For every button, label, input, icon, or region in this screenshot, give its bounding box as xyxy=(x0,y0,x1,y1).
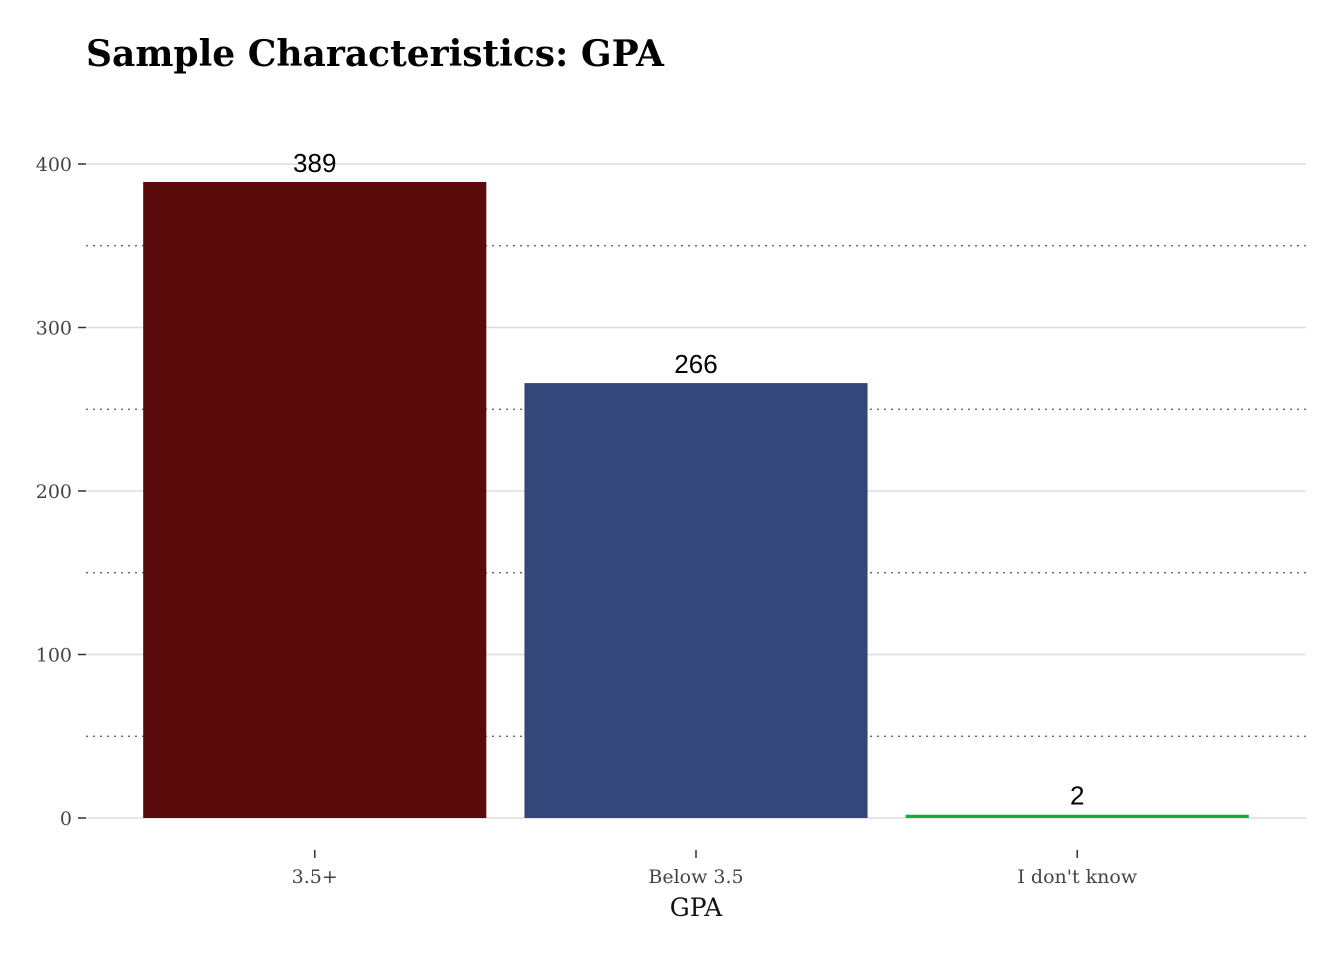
data-labels: 389 266 2 xyxy=(293,148,1084,811)
data-label: 2 xyxy=(1070,781,1084,811)
y-tick-label: 400 xyxy=(36,154,72,176)
x-tick-label: 3.5+ xyxy=(292,866,338,888)
x-tick-label: Below 3.5 xyxy=(648,866,743,888)
bar xyxy=(143,181,487,819)
x-axis-title: GPA xyxy=(670,893,723,922)
chart-title: Sample Characteristics: GPA xyxy=(86,33,665,75)
y-axis: 0 100 200 300 400 xyxy=(36,154,86,830)
x-tick-label: I don't know xyxy=(1017,866,1137,888)
data-label: 266 xyxy=(674,349,717,379)
data-label: 389 xyxy=(293,148,336,178)
y-tick-label: 0 xyxy=(60,808,72,830)
bar xyxy=(524,383,868,818)
y-tick-label: 200 xyxy=(36,481,72,503)
y-tick-label: 300 xyxy=(36,318,72,340)
bar xyxy=(905,814,1249,818)
x-axis: 3.5+ Below 3.5 I don't know xyxy=(292,850,1138,888)
y-tick-label: 100 xyxy=(36,645,72,667)
bars xyxy=(143,181,1249,819)
